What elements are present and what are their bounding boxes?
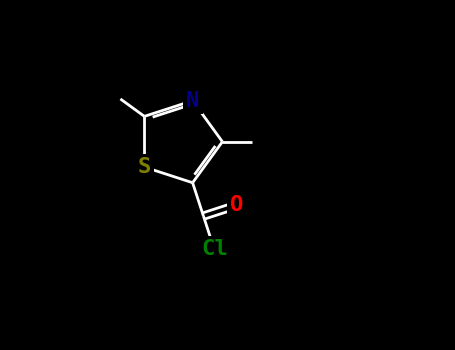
Text: S: S bbox=[138, 157, 151, 177]
Text: Cl: Cl bbox=[201, 239, 228, 259]
Text: O: O bbox=[230, 195, 243, 215]
Text: N: N bbox=[186, 91, 199, 111]
